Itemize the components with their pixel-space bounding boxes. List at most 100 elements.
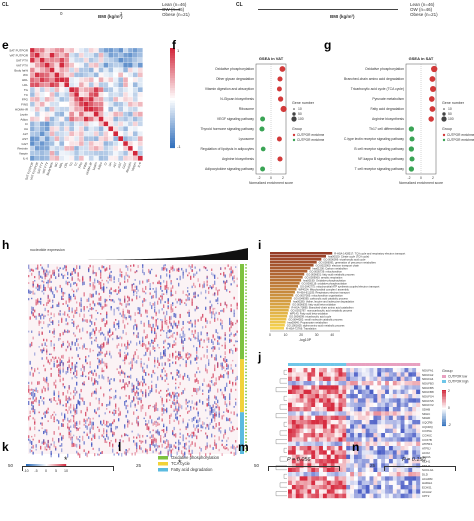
heatmap-stroke xyxy=(140,313,142,317)
clustered-cell xyxy=(388,485,394,490)
clustered-cell xyxy=(342,459,347,464)
clustered-cell xyxy=(334,446,339,451)
heatmap-stroke xyxy=(173,391,175,396)
heatmap-stroke xyxy=(86,452,88,458)
heatmap-stroke xyxy=(236,330,238,333)
heatmap-stroke xyxy=(235,401,237,406)
heatmap-stroke xyxy=(223,411,225,413)
heatmap-stroke xyxy=(185,268,187,273)
heatmap-stroke xyxy=(130,268,132,272)
heatmap-stroke xyxy=(230,451,232,454)
clustered-cell xyxy=(288,402,293,408)
heatmap-stroke xyxy=(145,286,147,290)
heatmap-stroke xyxy=(121,453,123,457)
bar-xlabel: -log10P xyxy=(299,338,312,342)
heatmap-stroke xyxy=(110,291,112,295)
clustered-cell xyxy=(326,493,331,499)
heatmap-stroke xyxy=(131,382,133,387)
clustered-cell xyxy=(373,459,378,464)
j-group-swatch xyxy=(442,375,446,378)
clustered-cell xyxy=(307,437,312,442)
heatmap-stroke xyxy=(37,300,39,305)
heatmap-stroke xyxy=(214,427,216,430)
clustered-cell xyxy=(408,480,413,486)
clustered-cell xyxy=(381,450,386,455)
clustered-cell xyxy=(291,394,296,399)
heatmap-stroke xyxy=(61,443,63,447)
heatmap-stroke xyxy=(176,355,178,358)
clustered-cell xyxy=(404,424,409,429)
row-dendrogram xyxy=(275,387,287,392)
heatmap-stroke xyxy=(121,314,123,318)
heatmap-cell xyxy=(137,111,143,117)
legend-lean: Lean (n=46) xyxy=(162,2,187,7)
heatmap-stroke xyxy=(73,321,75,325)
clustered-cell xyxy=(400,381,405,386)
heatmap-stroke xyxy=(67,370,69,373)
gsea-title: GSEA in VAT xyxy=(259,56,284,61)
heatmap-stroke xyxy=(191,434,193,439)
heatmap-stroke xyxy=(148,357,150,361)
heatmap-stroke xyxy=(92,284,94,288)
clustered-cell xyxy=(291,428,296,434)
heatmap-cell xyxy=(44,82,50,88)
heatmap-cell xyxy=(118,140,124,147)
clustered-cell xyxy=(354,415,359,421)
heatmap-stroke xyxy=(53,420,55,423)
heatmap-stroke xyxy=(148,341,150,345)
heatmap-cell xyxy=(127,106,134,112)
heatmap-stroke xyxy=(121,336,123,340)
clustered-cell xyxy=(303,459,308,464)
heatmap-cell xyxy=(98,96,104,103)
heatmap-stroke xyxy=(137,433,139,437)
heatmap-stroke xyxy=(163,436,165,438)
heatmap-stroke xyxy=(173,434,175,436)
gene-label: COX6C xyxy=(422,433,432,437)
heatmap-stroke xyxy=(157,344,159,347)
heatmap-stroke xyxy=(161,400,163,403)
heatmap-stroke xyxy=(127,300,129,303)
heatmap-cell xyxy=(49,116,55,122)
heatmap-stroke xyxy=(77,354,79,357)
heatmap-cell xyxy=(39,155,45,161)
clustered-cell xyxy=(392,398,397,403)
heatmap-cell xyxy=(49,121,55,127)
heatmap-stroke xyxy=(85,452,87,456)
heatmap-stroke xyxy=(74,370,76,373)
heatmap-cell xyxy=(29,136,36,142)
clustered-cell xyxy=(346,407,351,412)
heatmap-stroke xyxy=(62,418,64,422)
heatmap-stroke xyxy=(209,444,211,448)
heatmap-cell xyxy=(54,116,60,122)
heatmap-stroke xyxy=(205,426,207,430)
clustered-cell xyxy=(408,394,413,399)
heatmap-stroke xyxy=(167,383,169,385)
heatmap-stroke xyxy=(127,434,129,437)
clustered-cell xyxy=(307,480,312,486)
heatmap-stroke xyxy=(130,315,132,318)
heatmap-cell xyxy=(132,96,138,103)
heatmap-stroke xyxy=(130,340,132,344)
clustered-cell xyxy=(295,480,300,486)
clustered-cell xyxy=(291,459,296,464)
clustered-cell xyxy=(315,472,320,477)
heatmap-stroke xyxy=(214,274,216,279)
annotation-tick xyxy=(245,305,247,307)
heatmap-stroke xyxy=(70,418,72,423)
heatmap-stroke xyxy=(133,387,135,391)
heatmap-stroke xyxy=(154,308,156,313)
scale-segment xyxy=(170,78,175,81)
heatmap-stroke xyxy=(106,408,108,410)
heatmap-stroke xyxy=(179,415,181,417)
scale-segment xyxy=(51,464,53,467)
clustered-cell xyxy=(346,472,351,477)
heatmap-stroke xyxy=(154,359,156,363)
clustered-cell xyxy=(307,411,312,416)
heatmap-stroke xyxy=(161,327,163,331)
heatmap-stroke xyxy=(172,431,174,435)
pathway-legend-swatch xyxy=(158,468,168,472)
enrichment-term: GO:0032787: monocarboxylic acid metaboli… xyxy=(291,308,353,312)
gsea-dot xyxy=(260,146,266,152)
clustered-cell xyxy=(361,420,366,425)
heatmap-stroke xyxy=(70,398,72,401)
